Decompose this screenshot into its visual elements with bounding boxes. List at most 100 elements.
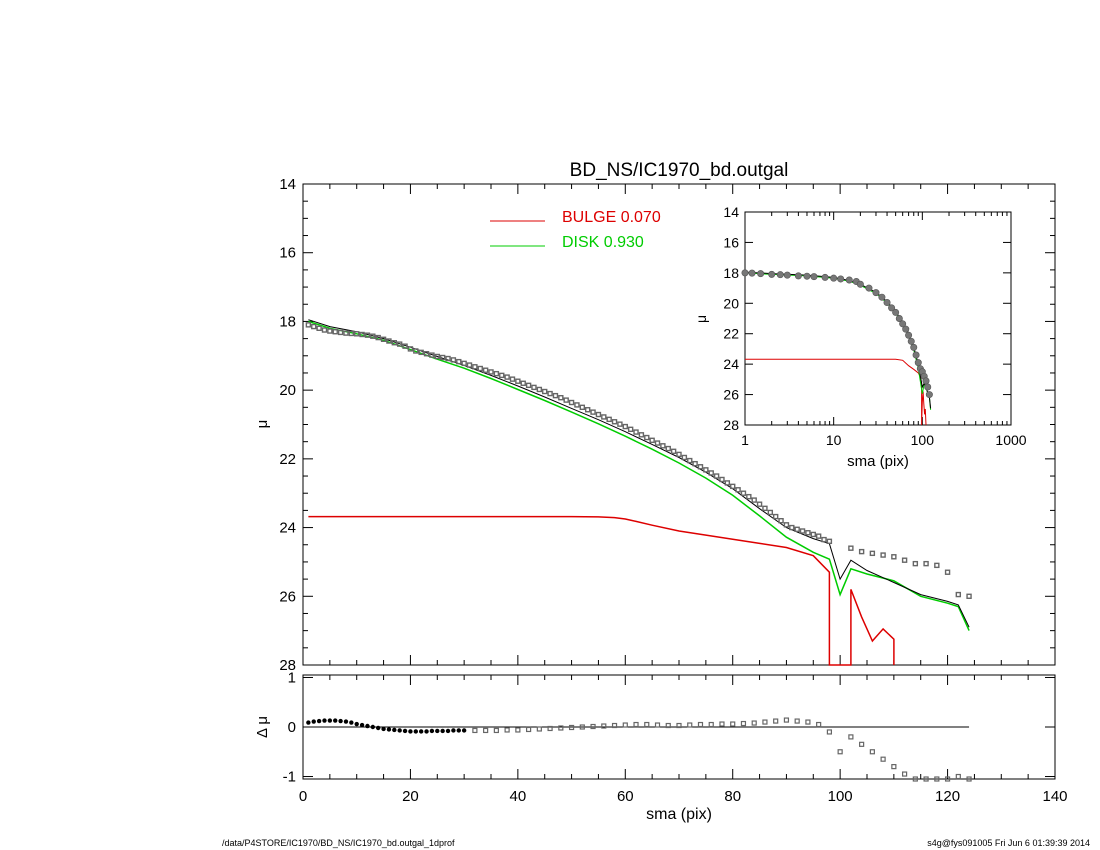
residual-point — [413, 729, 418, 734]
inset-observed-point — [757, 270, 765, 278]
residual-point — [654, 722, 661, 728]
inset-y-tick-label: 20 — [723, 295, 739, 311]
bulge-series-line — [308, 515, 895, 666]
residual-point — [424, 729, 429, 734]
observed-point — [504, 374, 510, 380]
residual-point — [773, 718, 779, 724]
inset-axis-ticks — [744, 211, 1012, 426]
residual-point — [633, 721, 639, 728]
observed-point — [783, 522, 790, 528]
inset-y-tick-label: 22 — [723, 326, 739, 342]
inset-observed-point — [905, 331, 913, 339]
main-y-tick-label: 24 — [279, 520, 296, 537]
residual-point — [504, 727, 510, 733]
inset-observed-point — [899, 320, 907, 328]
inset-x-axis-label: sma (pix) — [847, 453, 909, 470]
observed-point — [461, 360, 467, 367]
observed-point — [542, 388, 548, 395]
inset-observed-point — [794, 272, 802, 280]
inset-observed-point — [878, 293, 886, 301]
inset-observed-point — [883, 299, 891, 307]
inset-observed-point — [783, 271, 791, 279]
inset-observed-point — [821, 273, 829, 281]
residual-point — [418, 729, 424, 734]
main-observed-points — [305, 322, 972, 599]
residual-point — [515, 727, 521, 733]
observed-point — [778, 518, 784, 524]
residual-point — [687, 722, 693, 728]
inset-observed-point — [837, 275, 845, 283]
observed-point — [638, 432, 645, 438]
observed-point — [654, 440, 661, 446]
observed-point — [762, 505, 768, 512]
observed-point — [477, 365, 483, 372]
residual-point — [848, 734, 854, 740]
observed-point — [391, 340, 398, 346]
residual-point — [536, 726, 542, 732]
observed-point — [703, 467, 709, 473]
inset-y-tick-label: 18 — [723, 265, 739, 281]
inset-x-tick-label: 10 — [826, 432, 842, 448]
observed-point — [735, 487, 741, 493]
observed-point — [772, 513, 779, 520]
residual-point — [697, 721, 704, 728]
inset-observed-point — [914, 359, 922, 367]
observed-point — [466, 362, 473, 368]
observed-point — [311, 323, 317, 330]
residual-x-tick-label: 60 — [617, 788, 634, 805]
observed-point — [730, 483, 736, 490]
inset-x-tick-label: 1 — [741, 432, 749, 448]
observed-point — [821, 536, 827, 543]
residual-axis-ticks — [302, 675, 1056, 779]
main-legend: BULGE 0.070 DISK 0.930 — [490, 209, 661, 251]
observed-point — [531, 384, 537, 391]
observed-point — [472, 364, 478, 370]
observed-point — [332, 329, 338, 335]
inset-observed-points — [741, 269, 933, 399]
observed-point — [579, 404, 586, 411]
main-y-tick-label: 14 — [279, 176, 296, 193]
inset-observed-point — [902, 325, 910, 333]
observed-point — [418, 349, 424, 356]
residual-point — [665, 722, 671, 729]
residual-point — [912, 776, 918, 782]
inset-y-tick-label: 24 — [723, 356, 739, 372]
observed-point — [547, 390, 553, 397]
observed-point — [327, 328, 333, 334]
observed-point — [413, 348, 419, 354]
observed-point — [724, 480, 731, 486]
observed-point — [815, 533, 822, 539]
observed-point — [660, 443, 666, 449]
residual-point — [386, 727, 392, 732]
residual-point — [445, 728, 451, 734]
residual-point — [579, 724, 585, 730]
observed-point — [359, 331, 365, 338]
inset-observed-point — [845, 276, 853, 284]
residual-x-tick-label: 100 — [828, 788, 853, 805]
residual-point — [805, 719, 811, 725]
observed-point — [901, 557, 908, 563]
residual-point — [547, 725, 553, 732]
residual-point — [955, 773, 961, 780]
observed-point — [396, 341, 403, 347]
residual-point — [429, 728, 435, 734]
inset-y-tick-label: 28 — [723, 417, 739, 433]
inset-observed-point — [748, 269, 756, 277]
observed-point — [370, 333, 376, 339]
observed-point — [708, 470, 714, 476]
inset-observed-point — [803, 272, 811, 280]
residual-point — [708, 721, 714, 728]
residual-point — [376, 725, 381, 731]
inset-observed-point — [910, 343, 918, 351]
inset-x-tick-label: 100 — [911, 432, 935, 448]
residual-points — [306, 717, 972, 782]
observed-point — [617, 421, 623, 427]
observed-point — [482, 367, 489, 373]
inset-x-tick-label: 1000 — [995, 432, 1026, 448]
observed-point — [354, 331, 360, 337]
inset-plot-frame — [744, 211, 1012, 426]
residual-point — [402, 728, 408, 734]
residual-x-tick-label: 80 — [724, 788, 741, 805]
